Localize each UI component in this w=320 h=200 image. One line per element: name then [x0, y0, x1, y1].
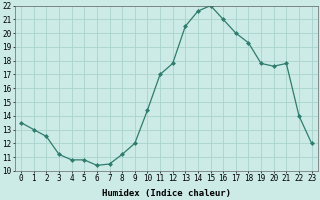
- X-axis label: Humidex (Indice chaleur): Humidex (Indice chaleur): [102, 189, 231, 198]
